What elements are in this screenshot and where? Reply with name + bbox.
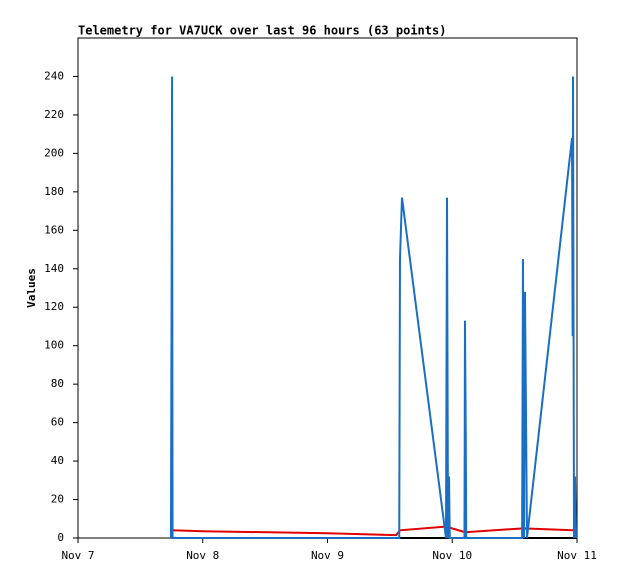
y-tick-label: 60 [51, 416, 64, 429]
x-tick-label: Nov 7 [61, 549, 94, 562]
series-line [169, 76, 577, 539]
chart-title: Telemetry for VA7UCK over last 96 hours … [78, 24, 446, 38]
x-tick-label: Nov 11 [557, 549, 597, 562]
y-tick-label: 100 [44, 339, 64, 352]
y-tick-label: 140 [44, 262, 64, 275]
x-tick-label: Nov 10 [432, 549, 472, 562]
y-axis-label: Values [25, 268, 38, 308]
y-tick-label: 180 [44, 185, 64, 198]
y-tick-label: 240 [44, 69, 64, 82]
y-tick-label: 40 [51, 454, 64, 467]
y-tick-label: 0 [57, 531, 64, 544]
y-tick-label: 120 [44, 300, 64, 313]
x-tick-label: Nov 8 [186, 549, 219, 562]
y-tick-label: 160 [44, 223, 64, 236]
y-tick-label: 200 [44, 146, 64, 159]
y-tick-label: 20 [51, 493, 64, 506]
x-tick-label: Nov 9 [311, 549, 344, 562]
y-tick-label: 220 [44, 108, 64, 121]
y-tick-label: 80 [51, 377, 64, 390]
